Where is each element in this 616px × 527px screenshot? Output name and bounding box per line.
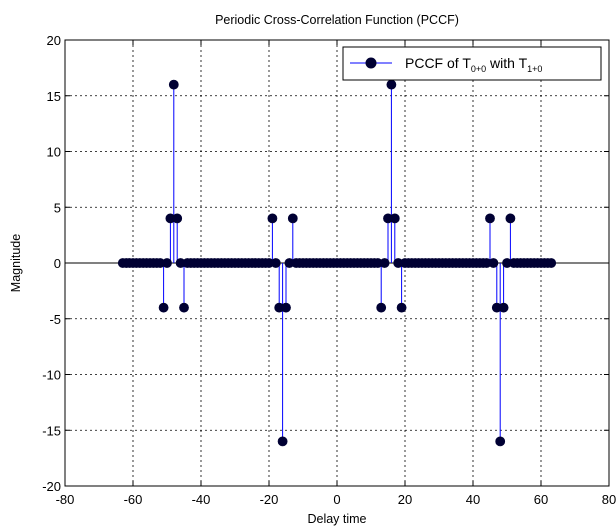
legend-prefix: PCCF of T	[405, 55, 471, 71]
y-axis-ticks: -20 -15 -10 -5 0 5 10 15 20	[42, 33, 609, 494]
stem-marker	[158, 302, 169, 313]
y-tick-label: -15	[42, 423, 61, 438]
stem-marker	[546, 258, 557, 268]
stem-marker	[505, 213, 516, 224]
stem-marker	[495, 436, 506, 447]
stem-marker	[277, 436, 288, 447]
legend-subscript-1: 0+0	[471, 64, 486, 74]
x-axis-ticks: -80 -60 -40 -20 0 20 40 60 80	[56, 40, 616, 507]
x-tick-label: 40	[466, 492, 480, 507]
x-tick-label: 20	[398, 492, 412, 507]
stem-marker	[162, 258, 172, 268]
x-tick-label: -60	[124, 492, 143, 507]
y-tick-label: 5	[54, 200, 61, 215]
chart-title: Periodic Cross-Correlation Function (PCC…	[215, 13, 459, 27]
y-axis-label: Magnitude	[9, 234, 23, 292]
x-tick-label: 60	[534, 492, 548, 507]
x-axis-label: Delay time	[307, 512, 366, 526]
x-tick-label: 80	[602, 492, 616, 507]
stem-series	[163, 84, 511, 442]
y-tick-label: -20	[42, 479, 61, 494]
y-tick-label: 20	[47, 33, 61, 48]
stem-marker	[485, 213, 495, 224]
legend-middle: with T	[486, 55, 527, 71]
stem-marker	[389, 213, 400, 224]
legend: PCCF of T0+0 with T1+0	[342, 46, 602, 81]
stem-marker	[379, 258, 390, 268]
x-tick-label: -20	[260, 492, 279, 507]
legend-label: PCCF of T0+0 with T1+0	[405, 55, 542, 74]
legend-subscript-2: 1+0	[527, 64, 542, 74]
stem-marker	[172, 213, 183, 224]
legend-marker-swatch	[365, 57, 377, 69]
y-tick-label: 15	[47, 89, 61, 104]
x-tick-label: -80	[56, 492, 75, 507]
stem-marker	[386, 79, 397, 90]
x-tick-label: 0	[333, 492, 340, 507]
stem-marker	[267, 213, 278, 224]
stem-marker	[281, 302, 291, 313]
stem-marker	[179, 302, 189, 313]
stem-marker	[376, 302, 387, 313]
y-tick-label: -10	[42, 368, 61, 383]
x-tick-label: -40	[192, 492, 211, 507]
marker-series	[117, 79, 557, 447]
stem-marker	[498, 302, 509, 313]
y-tick-label: 10	[47, 145, 61, 160]
y-tick-label: -5	[49, 312, 61, 327]
stem-marker	[396, 302, 407, 313]
stem-marker	[270, 258, 281, 268]
stem-marker	[287, 213, 298, 224]
y-tick-label: 0	[54, 256, 61, 271]
stem-marker	[168, 79, 179, 90]
stem-marker	[488, 258, 499, 268]
